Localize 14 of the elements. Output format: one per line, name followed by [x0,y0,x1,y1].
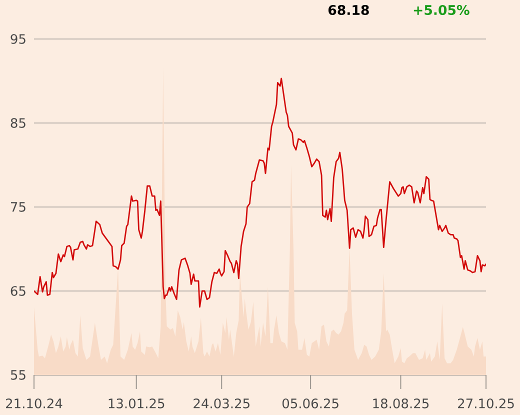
y-tick-label: 65 [10,286,26,296]
x-tick-label: 21.10.24 [6,398,62,408]
text: 68.18 [328,4,369,16]
y-tick-label: 85 [10,118,26,128]
text: +5.05% [414,4,470,16]
x-tick-label: 18.08.25 [373,398,429,408]
x-tick-label: 27.10.25 [458,398,514,408]
x-tick-label: 05.06.25 [282,398,338,408]
x-tick-label: 13.01.25 [108,398,164,408]
y-tick-label: 95 [10,34,26,44]
y-tick-label: 75 [11,202,26,212]
line-series [34,78,486,308]
y-tick-label: 55 [10,370,26,380]
x-tick-label: 24.03.25 [194,398,250,408]
